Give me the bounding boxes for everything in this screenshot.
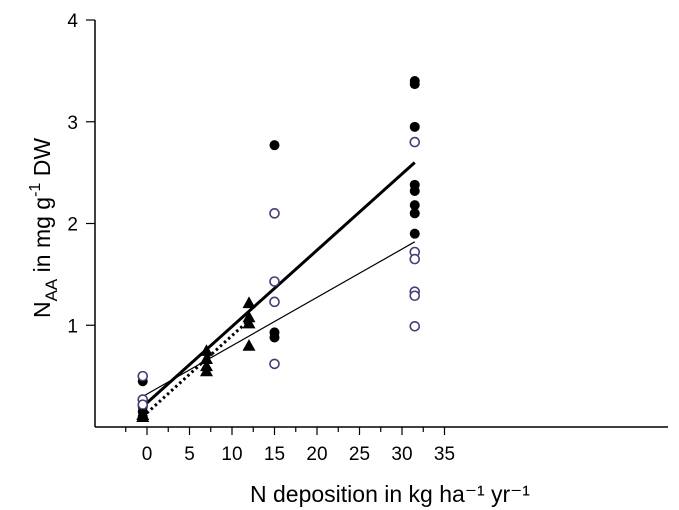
x-tick-label: 0 <box>142 444 153 465</box>
data-point-open-circle <box>409 290 421 302</box>
y-axis-title-tail: DW <box>29 138 55 183</box>
data-point-open-circle <box>409 136 421 148</box>
x-tick-label: 25 <box>349 444 370 465</box>
y-tick-label: 3 <box>67 113 78 134</box>
data-point-triangle <box>200 344 213 356</box>
data-point-open-circle <box>137 370 149 382</box>
data-point-open-circle <box>269 208 280 219</box>
data-point-filled-circle <box>409 79 420 90</box>
data-point-triangle <box>200 364 213 377</box>
data-point-triangle <box>136 410 150 423</box>
y-axis-title-base: N <box>29 301 55 318</box>
fit-line-triangle <box>141 319 251 418</box>
data-point-filled-circle <box>409 200 420 211</box>
data-point-triangle <box>200 352 213 365</box>
data-point-triangle <box>242 339 256 351</box>
x-tick-label: 10 <box>221 444 242 465</box>
y-tick-label: 1 <box>67 316 78 337</box>
data-point-open-circle <box>409 253 421 265</box>
x-tick-label: 15 <box>264 444 285 465</box>
data-point-filled-circle <box>409 121 420 132</box>
y-axis-title: NAA in mg g-1 DW <box>27 138 61 318</box>
x-tick-label: 35 <box>434 444 455 465</box>
y-tick-label: 2 <box>67 215 78 236</box>
data-point-filled-circle <box>269 140 280 151</box>
data-point-triangle <box>242 310 256 323</box>
data-point-filled-circle <box>409 228 420 239</box>
y-axis-title-subscript: AA <box>42 278 61 301</box>
x-tick-label: 20 <box>306 444 327 465</box>
y-tick-label: 4 <box>67 11 78 32</box>
data-point-filled-circle <box>409 185 420 196</box>
data-point-filled-circle <box>409 208 420 219</box>
data-point-open-circle <box>269 358 280 370</box>
data-point-filled-circle <box>269 332 280 343</box>
x-tick-label: 30 <box>391 444 412 465</box>
axes <box>94 20 668 428</box>
data-points <box>136 76 421 423</box>
x-axis-title: N deposition in kg ha⁻¹ yr⁻¹ <box>250 481 530 507</box>
data-point-open-circle <box>269 296 280 308</box>
ticks: 0 5 10 15 20 25 30 35 1 2 3 4 <box>67 11 455 465</box>
data-point-open-circle <box>409 320 421 332</box>
fit-line-open <box>142 241 416 397</box>
x-tick-label: 5 <box>184 444 195 465</box>
fit-lines <box>141 161 416 418</box>
data-point-open-circle <box>137 399 149 410</box>
y-axis-title-rest: in mg g <box>29 197 55 279</box>
data-point-triangle <box>242 316 256 329</box>
axis-titles: N deposition in kg ha⁻¹ yr⁻¹ NAA in mg g… <box>27 138 530 507</box>
data-point-triangle <box>242 296 256 309</box>
data-point-open-circle <box>269 276 280 287</box>
y-axis-title-superscript: -1 <box>27 183 44 197</box>
